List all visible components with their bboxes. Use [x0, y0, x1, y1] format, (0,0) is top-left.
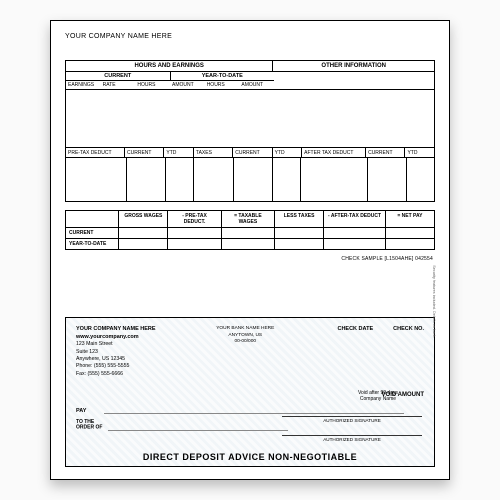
check-stub: YOUR COMPANY NAME HERE www.yourcompany.c… [65, 317, 435, 467]
summary-row-current: CURRENT [65, 228, 435, 239]
col-pretax-ytd: YTD [164, 148, 194, 157]
check-company-block: YOUR COMPANY NAME HERE www.yourcompany.c… [76, 326, 190, 378]
sum-aftertax: - AFTER-TAX DEDUCT [324, 211, 386, 227]
summary-table: GROSS WAGES - PRE-TAX DEDUCT. = TAXABLE … [65, 210, 435, 250]
sum-netpay: = NET PAY [386, 211, 434, 227]
check-no-label: CHECK NO. [393, 326, 424, 378]
check-meta: CHECK DATE CHECK NO. [301, 326, 424, 378]
deductions-header: PRE-TAX DEDUCT CURRENT YTD TAXES CURRENT… [65, 148, 435, 158]
col-aftertax-cur: CURRENT [366, 148, 405, 157]
sum-taxable: = TAXABLE WAGES [222, 211, 275, 227]
summary-row-ytd: YEAR-TO-DATE [65, 239, 435, 250]
col-pretax-cur: CURRENT [125, 148, 164, 157]
col-earnings: EARNINGS [66, 81, 101, 89]
col-aftertax-ytd: YTD [405, 148, 434, 157]
col-amount-ytd: AMOUNT [239, 81, 274, 89]
check-bank-block: YOUR BANK NAME HERE ANYTOWN, US 00-00/00… [198, 326, 293, 378]
col-taxes-ytd: YTD [273, 148, 303, 157]
check-sample-tag: CHECK SAMPLE [L1504AHE] 042554 [65, 256, 433, 262]
col-hours: HOURS [135, 81, 170, 89]
sum-pretax: - PRE-TAX DEDUCT. [168, 211, 221, 227]
void-note: Void after 90 days Company Name [358, 390, 398, 402]
earnings-column-labels: EARNINGS RATE HOURS AMOUNT HOURS AMOUNT [65, 81, 435, 90]
ytd-label: YEAR-TO-DATE [171, 72, 275, 81]
check-date-label: CHECK DATE [337, 326, 373, 378]
deductions-body [65, 158, 435, 202]
col-pretax: PRE-TAX DEDUCT [66, 148, 125, 157]
section-header-row: HOURS AND EARNINGS OTHER INFORMATION [65, 60, 435, 72]
company-name-placeholder: YOUR COMPANY NAME HERE [65, 33, 435, 40]
earnings-body [65, 90, 435, 148]
signature-lines: AUTHORIZED SIGNATURE AUTHORIZED SIGNATUR… [282, 404, 422, 442]
col-taxes-cur: CURRENT [233, 148, 272, 157]
col-aftertax: AFTER TAX DEDUCT [302, 148, 366, 157]
col-rate: RATE [101, 81, 136, 89]
hours-earnings-header: HOURS AND EARNINGS [65, 61, 272, 72]
security-edge-text: Security features included. Details on b… [432, 265, 436, 338]
current-label: CURRENT [66, 72, 171, 81]
other-info-header: OTHER INFORMATION [272, 61, 435, 72]
direct-deposit-advice: DIRECT DEPOSIT ADVICE NON-NEGOTIABLE [66, 452, 434, 462]
col-hours-ytd: HOURS [205, 81, 240, 89]
col-taxes: TAXES [194, 148, 233, 157]
sum-gross: GROSS WAGES [119, 211, 168, 227]
col-amount: AMOUNT [170, 81, 205, 89]
period-subheader: CURRENT YEAR-TO-DATE [65, 72, 435, 81]
sum-lesstax: LESS TAXES [275, 211, 324, 227]
paystub-form: YOUR COMPANY NAME HERE HOURS AND EARNING… [50, 20, 450, 480]
